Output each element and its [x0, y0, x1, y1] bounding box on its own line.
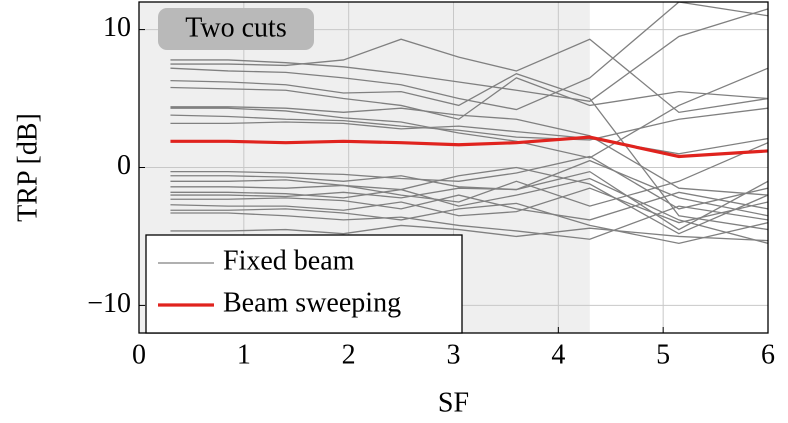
fixed-beam-line: [170, 159, 768, 217]
fixed-beam-line: [170, 202, 768, 245]
y-tick-label: −10: [87, 288, 131, 319]
fixed-beam-line: [170, 73, 768, 231]
y-tick-label: 0: [117, 150, 131, 181]
x-tick-label: 6: [761, 339, 775, 370]
fixed-beam-line: [170, 106, 768, 196]
fixed-beam-line: [170, 224, 768, 242]
x-tick-label: 3: [447, 339, 461, 370]
y-axis-label: TRP [dB]: [12, 113, 43, 222]
y-tick-label: 10: [103, 12, 131, 43]
annotation-box: [158, 8, 314, 50]
fixed-beam-line: [170, 107, 768, 141]
x-tick-label: 4: [551, 339, 565, 370]
x-tick-label: 5: [656, 339, 670, 370]
plot-lines: [170, 2, 768, 245]
fixed-beam-line: [170, 2, 768, 111]
fixed-beam-line: [170, 142, 768, 207]
annotation: Two cuts: [185, 12, 286, 43]
legend-label: Fixed beam: [223, 245, 355, 276]
x-axis-label: SF: [438, 387, 469, 418]
fixed-beam-line: [170, 205, 768, 240]
fixed-beam-line: [170, 77, 768, 120]
legend-box: [145, 234, 463, 334]
fixed-beam-line: [170, 170, 768, 231]
x-tick-label: 2: [342, 339, 356, 370]
fixed-beam-line: [170, 187, 768, 224]
fixed-beam-line: [170, 8, 768, 102]
series-line: [170, 135, 768, 159]
fixed-beam-line: [170, 166, 768, 235]
x-tick-label: 1: [237, 339, 251, 370]
legend-label: Beam sweeping: [223, 287, 401, 318]
x-tick-label: 0: [132, 339, 146, 370]
fixed-beam-line: [170, 177, 768, 244]
fixed-beam-line: [170, 38, 768, 114]
fixed-beam-line: [170, 155, 768, 210]
